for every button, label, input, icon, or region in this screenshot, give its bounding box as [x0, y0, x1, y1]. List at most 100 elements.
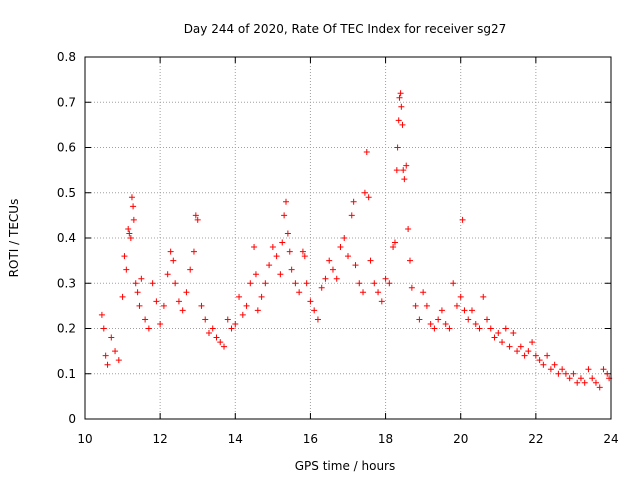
data-points: [98, 90, 613, 391]
x-tick-label: 22: [528, 432, 543, 446]
data-point: [303, 280, 310, 287]
data-point: [213, 334, 220, 341]
data-point: [183, 289, 190, 296]
data-point: [382, 275, 389, 282]
data-point: [400, 167, 407, 174]
data-point: [192, 212, 199, 219]
data-point: [132, 280, 139, 287]
data-point: [115, 357, 122, 364]
data-point: [604, 370, 611, 377]
data-point: [465, 316, 472, 323]
data-point: [365, 194, 372, 201]
data-point: [123, 266, 130, 273]
data-point: [350, 198, 357, 205]
data-point: [262, 280, 269, 287]
data-point: [525, 348, 532, 355]
data-point: [187, 266, 194, 273]
data-point: [459, 216, 466, 223]
data-point: [390, 244, 397, 251]
data-point: [491, 334, 498, 341]
data-point: [487, 325, 494, 332]
data-point: [592, 379, 599, 386]
data-point: [397, 90, 404, 97]
data-point: [104, 361, 111, 368]
data-point: [562, 370, 569, 377]
y-tick-label: 0.1: [57, 367, 76, 381]
data-point: [337, 244, 344, 251]
data-point: [292, 280, 299, 287]
data-point: [596, 384, 603, 391]
data-point: [142, 316, 149, 323]
x-tick-label: 10: [77, 432, 92, 446]
data-point: [175, 298, 182, 305]
data-point: [341, 235, 348, 241]
data-point: [393, 167, 400, 174]
data-point: [149, 280, 156, 287]
data-point: [108, 334, 115, 341]
y-tick-label: 0: [68, 412, 76, 426]
data-point: [134, 289, 141, 296]
data-point: [273, 253, 280, 260]
data-point: [461, 307, 468, 314]
data-point: [532, 352, 539, 359]
data-point: [420, 289, 427, 296]
data-point: [423, 302, 430, 309]
x-axis-label: GPS time / hours: [295, 459, 396, 473]
data-point: [529, 339, 536, 346]
data-point: [574, 379, 581, 386]
data-point: [396, 94, 403, 101]
data-point: [401, 176, 408, 183]
data-point: [333, 275, 340, 282]
data-point: [279, 239, 286, 246]
data-point: [480, 293, 487, 300]
data-point: [399, 121, 406, 128]
data-point: [427, 320, 434, 327]
data-point: [130, 203, 137, 210]
data-point: [446, 325, 453, 332]
data-point: [510, 330, 517, 337]
data-point: [194, 216, 201, 223]
data-point: [239, 311, 246, 318]
data-point: [326, 257, 333, 264]
data-point: [435, 316, 442, 323]
data-point: [521, 352, 528, 359]
data-point: [329, 266, 336, 273]
data-point: [577, 375, 584, 382]
data-point: [221, 343, 228, 350]
data-point: [450, 280, 457, 287]
data-point: [301, 253, 308, 260]
data-point: [102, 352, 109, 359]
data-point: [247, 280, 254, 287]
data-point: [386, 280, 393, 287]
data-point: [345, 253, 351, 260]
data-point: [395, 117, 402, 124]
data-point: [375, 289, 382, 296]
data-point: [314, 316, 321, 323]
data-point: [391, 239, 398, 246]
data-point: [540, 361, 547, 368]
data-point: [277, 271, 284, 278]
data-point: [205, 330, 212, 337]
data-point: [145, 325, 152, 332]
data-point: [472, 320, 479, 327]
data-point: [217, 339, 224, 346]
data-point: [453, 302, 460, 309]
x-tick-label: 12: [153, 432, 168, 446]
data-point: [551, 361, 558, 368]
data-point: [412, 302, 419, 309]
data-point: [514, 348, 521, 355]
data-point: [179, 307, 186, 314]
y-tick-label: 0.2: [57, 322, 76, 336]
data-point: [356, 280, 363, 287]
data-point: [286, 248, 293, 255]
data-point: [236, 293, 243, 300]
x-tick-label: 20: [453, 432, 468, 446]
data-point: [506, 343, 513, 350]
data-point: [431, 325, 438, 332]
data-point: [405, 225, 412, 232]
data-point: [536, 357, 543, 364]
data-point: [322, 275, 329, 282]
y-tick-label: 0.3: [57, 276, 76, 290]
y-tick-label: 0.8: [57, 50, 76, 64]
